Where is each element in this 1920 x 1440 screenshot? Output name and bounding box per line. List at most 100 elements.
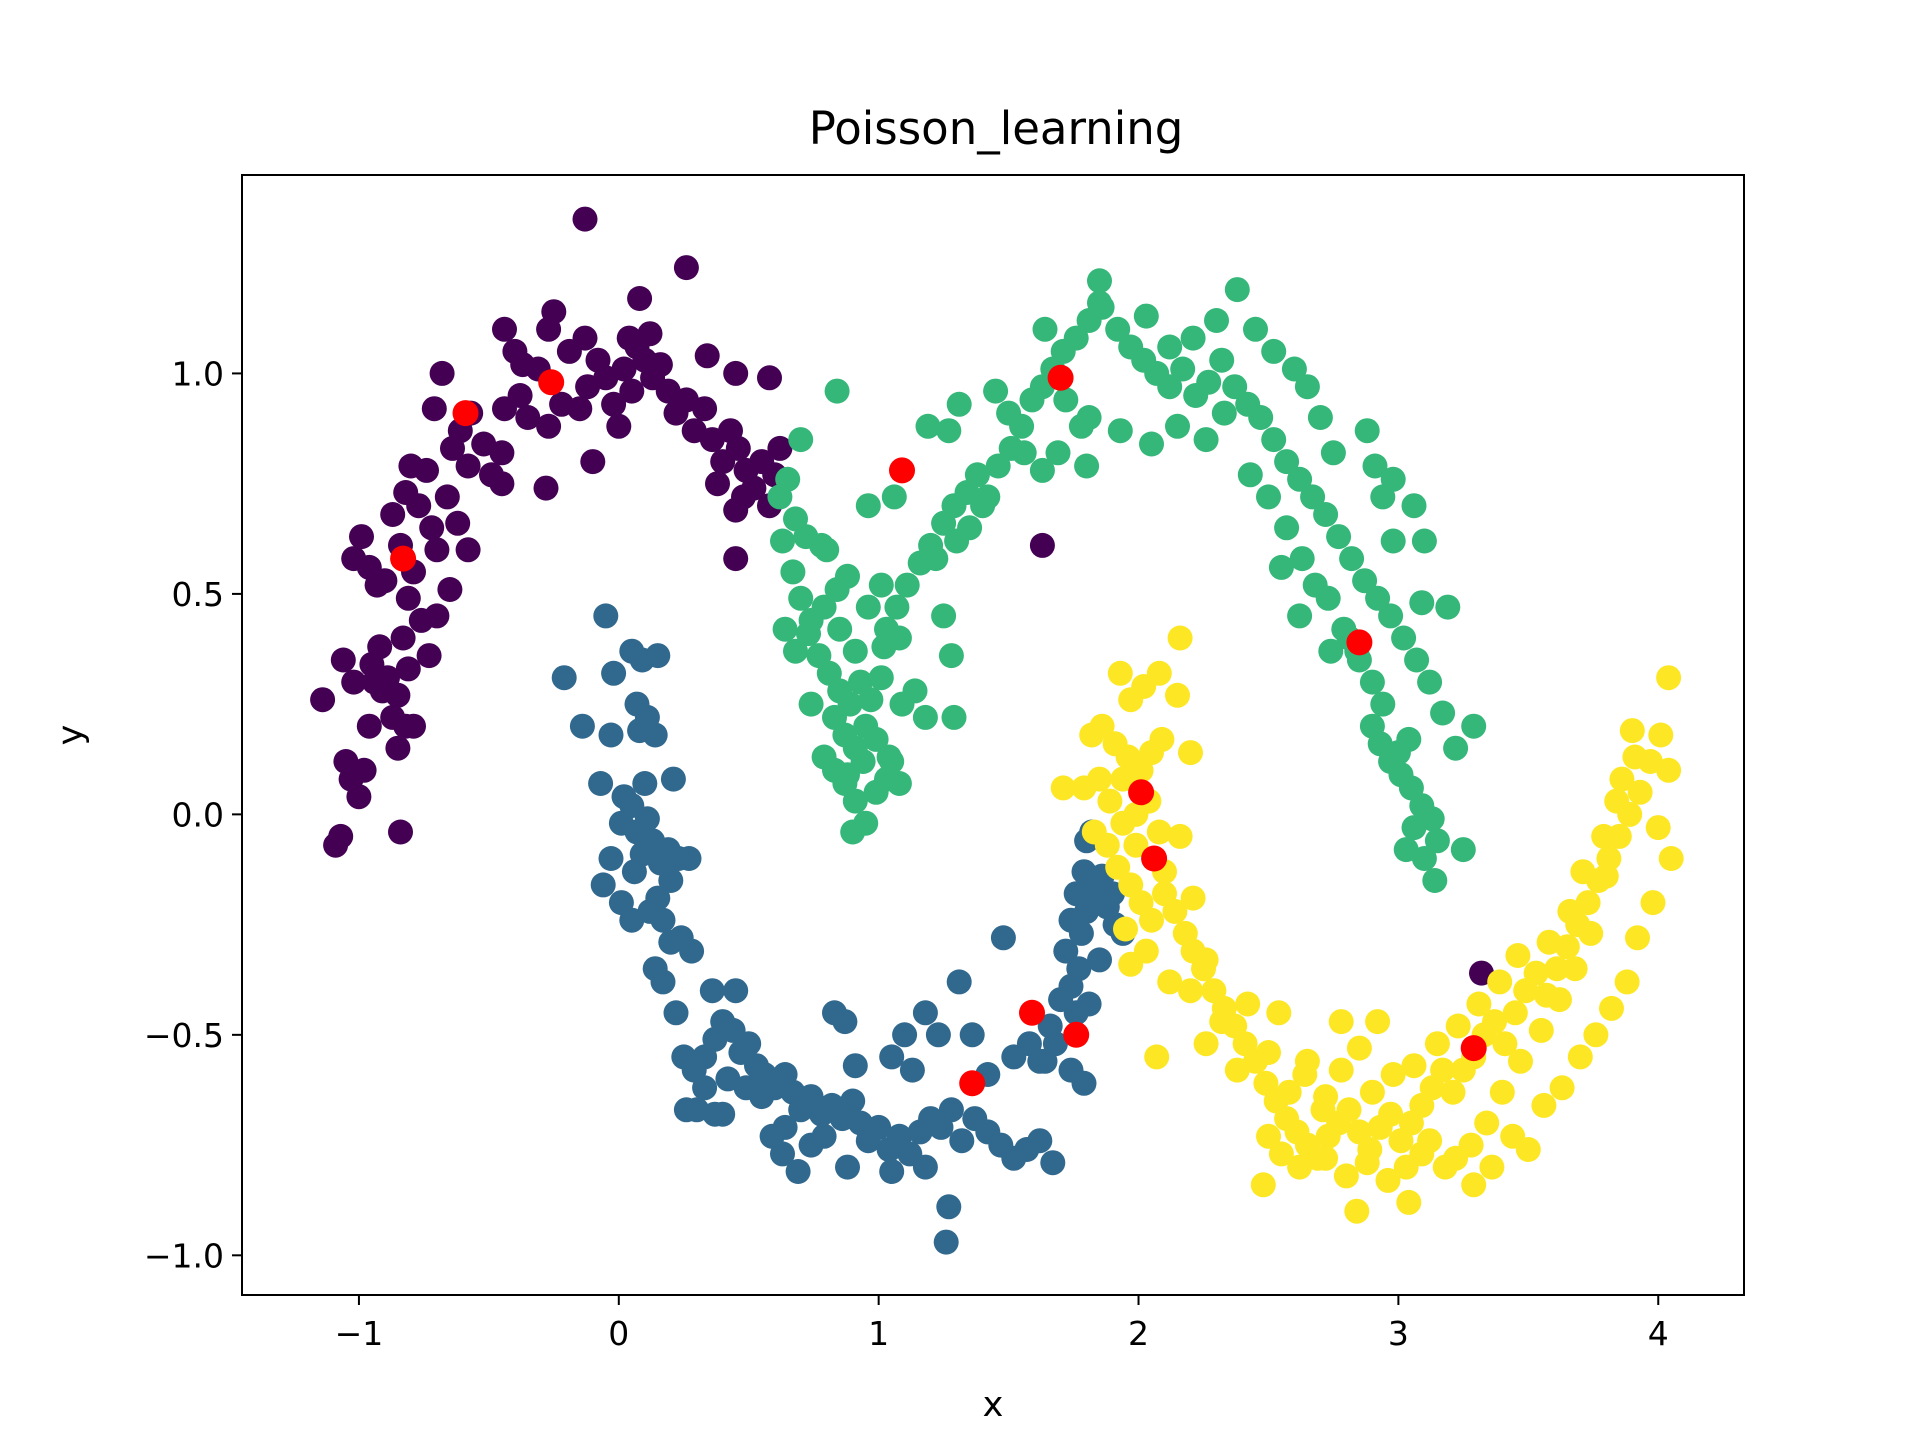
- data-point: [1627, 779, 1653, 805]
- data-point: [632, 771, 658, 796]
- data-point: [1110, 766, 1136, 792]
- data-point: [455, 537, 481, 563]
- data-point: [1445, 1013, 1471, 1039]
- labeled-point: [1141, 845, 1168, 872]
- labeled-point: [538, 369, 565, 396]
- data-point: [310, 687, 336, 713]
- data-point: [1544, 956, 1570, 982]
- chart-title: Poisson_learning: [809, 102, 1184, 155]
- data-point: [380, 502, 406, 527]
- data-point: [1461, 1172, 1487, 1198]
- data-point: [1105, 854, 1131, 880]
- data-point: [1050, 775, 1076, 801]
- data-point: [1011, 440, 1037, 466]
- data-point: [1531, 1092, 1557, 1118]
- data-point: [1029, 457, 1055, 483]
- data-point: [1113, 916, 1138, 942]
- data-point: [346, 784, 372, 810]
- data-point: [1032, 316, 1058, 342]
- data-point: [892, 1022, 918, 1048]
- data-point: [393, 713, 419, 739]
- data-point: [1196, 369, 1222, 395]
- data-point: [814, 537, 840, 563]
- data-point: [634, 806, 660, 832]
- data-point: [1165, 413, 1190, 439]
- data-point: [1107, 418, 1133, 444]
- data-point: [572, 325, 598, 351]
- data-point: [770, 528, 795, 554]
- data-point: [1500, 1123, 1526, 1149]
- data-point: [1081, 819, 1107, 845]
- data-point: [1032, 1048, 1058, 1074]
- data-point: [1300, 484, 1326, 510]
- x-tick-label: 0: [608, 1314, 629, 1353]
- data-point: [1274, 449, 1300, 475]
- data-point: [660, 766, 686, 792]
- data-point: [419, 515, 445, 541]
- data-point: [619, 378, 645, 404]
- data-point: [723, 978, 749, 1004]
- data-point: [1211, 400, 1237, 426]
- labeled-point: [1047, 364, 1074, 391]
- data-point: [1053, 387, 1079, 413]
- data-point: [1310, 1097, 1336, 1123]
- data-point: [1346, 1035, 1372, 1061]
- data-point: [1053, 938, 1079, 964]
- data-point: [731, 484, 756, 510]
- data-point: [1180, 885, 1206, 911]
- y-tick-label: −1.0: [144, 1236, 224, 1275]
- data-point: [536, 413, 562, 439]
- data-point: [705, 471, 730, 497]
- data-point: [395, 585, 421, 611]
- data-point: [990, 925, 1016, 951]
- data-point: [1604, 788, 1630, 814]
- data-point: [1645, 815, 1671, 841]
- data-point: [1440, 1079, 1466, 1105]
- labeled-point: [1063, 1021, 1090, 1048]
- data-point: [855, 493, 881, 519]
- data-point: [780, 559, 806, 585]
- data-point: [1401, 815, 1427, 841]
- data-point: [757, 365, 782, 391]
- data-point: [886, 771, 912, 796]
- data-point: [1404, 647, 1430, 673]
- data-point: [1224, 277, 1250, 303]
- data-point: [330, 647, 356, 673]
- data-point: [1149, 726, 1175, 752]
- data-point: [1178, 740, 1203, 766]
- y-tick-label: −0.5: [144, 1016, 224, 1055]
- data-point: [1378, 1101, 1404, 1127]
- data-point: [1378, 603, 1404, 629]
- data-point: [1583, 1022, 1609, 1048]
- data-point: [1266, 1000, 1292, 1026]
- data-point: [710, 1101, 736, 1127]
- data-point: [811, 1123, 837, 1149]
- data-point: [1359, 1079, 1385, 1105]
- data-point: [1479, 1154, 1505, 1180]
- data-point: [1074, 453, 1100, 479]
- data-point: [1640, 890, 1666, 916]
- labeled-point: [390, 545, 417, 572]
- data-point: [1432, 1154, 1458, 1180]
- data-point: [1250, 1172, 1276, 1198]
- x-tick-label: 4: [1648, 1314, 1669, 1353]
- labeled-point: [452, 400, 479, 427]
- data-point: [1281, 356, 1307, 382]
- data-point: [1474, 1110, 1500, 1136]
- data-point: [323, 832, 349, 858]
- data-point: [767, 435, 793, 461]
- data-point: [1256, 1123, 1281, 1149]
- data-point: [899, 1057, 925, 1083]
- data-point: [1146, 660, 1172, 686]
- data-point: [1424, 828, 1450, 854]
- data-point: [1261, 427, 1287, 453]
- data-point: [1165, 682, 1190, 708]
- data-point: [1193, 1031, 1219, 1057]
- data-point: [569, 713, 595, 739]
- data-point: [1409, 590, 1435, 616]
- data-point: [1066, 956, 1092, 982]
- data-point: [1370, 691, 1396, 717]
- data-point: [647, 352, 673, 378]
- data-point: [1071, 1070, 1097, 1096]
